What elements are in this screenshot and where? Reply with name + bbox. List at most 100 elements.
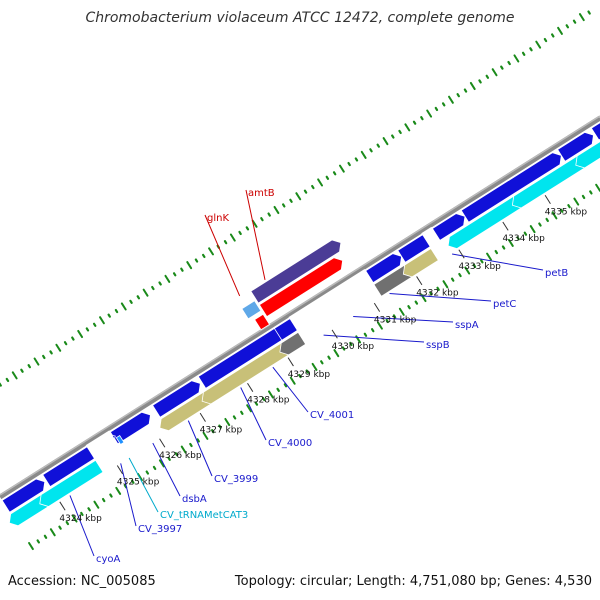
gc-skew-mark xyxy=(65,520,70,526)
gc-skew-mark xyxy=(429,291,433,296)
scale-tick xyxy=(331,329,338,339)
gc-skew-mark xyxy=(289,376,296,385)
scale-ticks: 4324 kbp 4325 kbp 4326 kbp 4327 kbp 4328 kbp… xyxy=(59,194,588,524)
gene-label: glnK xyxy=(207,213,229,224)
gc-skew-mark xyxy=(463,88,468,93)
gene-label: CV_4000 xyxy=(268,438,312,449)
gc-skew-mark xyxy=(194,258,199,263)
gc-skew-mark xyxy=(58,525,62,530)
gc-skew-mark xyxy=(295,192,302,201)
gene-labels: cyoA CV_3997 CV_tRNAMetCAT3 dsbA CV_3999 CV_4… xyxy=(96,188,568,565)
gc-skew-mark xyxy=(289,198,293,203)
reverse-gene xyxy=(279,331,307,356)
gc-skew-mark xyxy=(567,204,571,209)
gc-skew-track-inner xyxy=(28,183,600,551)
gc-skew-mark xyxy=(80,511,84,517)
gc-skew-mark xyxy=(87,507,91,512)
gc-skew-mark xyxy=(456,93,460,98)
gc-skew-mark xyxy=(529,225,536,234)
gc-skew-mark xyxy=(158,459,165,468)
gc-skew-mark xyxy=(311,184,315,190)
gc-skew-mark xyxy=(448,95,454,104)
gc-skew-mark xyxy=(595,183,600,192)
genome-backbone-highlight xyxy=(0,115,600,496)
gc-skew-mark xyxy=(120,302,127,311)
gc-skew-mark xyxy=(333,349,340,358)
gc-skew-mark xyxy=(238,230,242,236)
forward-gene xyxy=(460,152,562,223)
gc-skew-mark xyxy=(581,194,586,200)
gc-skew-mark xyxy=(398,307,405,316)
gene-features xyxy=(1,122,600,527)
gc-skew-mark xyxy=(354,157,359,162)
gene-label: CV_3997 xyxy=(138,524,182,535)
gc-skew-mark xyxy=(426,109,433,118)
gc-skew-mark xyxy=(391,134,395,139)
tick-label: 4327 kbp xyxy=(200,425,243,435)
gc-skew-mark xyxy=(71,514,78,523)
gc-skew-mark xyxy=(93,500,100,509)
gc-skew-mark xyxy=(152,465,157,471)
tick-label: 4331 kbp xyxy=(374,315,417,325)
gc-skew-mark xyxy=(85,327,90,332)
tick-label: 4332 kbp xyxy=(416,289,459,299)
gc-skew-mark xyxy=(478,79,482,84)
gc-skew-mark xyxy=(43,534,48,539)
tick-label: 4335 kbp xyxy=(545,207,588,217)
reverse-gene xyxy=(575,141,600,169)
gc-skew-mark xyxy=(240,410,244,415)
gc-skew-mark xyxy=(55,343,62,352)
gc-skew-mark xyxy=(535,40,542,49)
gene-label: CV_3999 xyxy=(214,474,258,485)
gc-skew-mark xyxy=(442,280,449,289)
label-leader-line xyxy=(120,463,137,527)
gene-label: cyoA xyxy=(96,554,121,565)
gc-skew-mark xyxy=(529,47,533,52)
scale-tick xyxy=(287,357,294,367)
gene-label: CV_4001 xyxy=(310,410,354,421)
tick-label: 4324 kbp xyxy=(59,514,102,524)
gc-skew-mark xyxy=(267,390,274,399)
gc-skew-mark xyxy=(298,373,302,379)
gc-skew-mark xyxy=(28,541,34,551)
gc-skew-mark xyxy=(114,308,119,314)
gc-skew-mark xyxy=(232,415,237,420)
forward-gene xyxy=(431,213,466,241)
gc-skew-mark xyxy=(260,217,264,222)
gc-skew-mark xyxy=(167,456,171,461)
gc-skew-mark xyxy=(101,497,106,503)
gc-skew-mark xyxy=(281,203,286,208)
gc-skew-mark xyxy=(164,274,171,283)
gc-skew-mark xyxy=(202,253,206,259)
gc-skew-mark xyxy=(441,102,446,107)
gc-skew-mark xyxy=(145,470,150,475)
gc-skew-mark xyxy=(347,161,351,167)
gc-skew-mark xyxy=(273,205,280,215)
scale-tick xyxy=(544,194,551,204)
gc-skew-mark xyxy=(485,74,490,79)
gc-skew-mark xyxy=(131,479,135,484)
gc-skew-mark xyxy=(180,267,184,272)
gc-skew-mark xyxy=(311,362,318,371)
gc-skew-mark xyxy=(186,261,193,270)
tick-label: 4334 kbp xyxy=(502,234,545,244)
gc-skew-mark xyxy=(196,438,200,443)
gc-skew-mark xyxy=(551,33,555,38)
tick-label: 4326 kbp xyxy=(159,451,202,461)
gc-skew-mark xyxy=(370,328,375,333)
gc-skew-mark xyxy=(27,364,31,369)
trna-gene xyxy=(115,435,125,446)
gc-skew-mark xyxy=(123,484,128,489)
gc-skew-mark xyxy=(516,236,520,241)
gc-skew-mark xyxy=(523,231,528,236)
gc-skew-mark xyxy=(501,245,506,250)
gc-skew-mark xyxy=(218,424,222,429)
red-gene xyxy=(258,257,344,318)
gc-skew-mark xyxy=(407,305,411,310)
genome-summary-text: Topology: circular; Length: 4,751,080 bp… xyxy=(234,574,592,589)
red-gene-small xyxy=(254,313,271,331)
gc-skew-mark xyxy=(49,350,53,355)
tick-label: 4328 kbp xyxy=(247,395,290,405)
gc-skew-mark xyxy=(491,68,498,77)
